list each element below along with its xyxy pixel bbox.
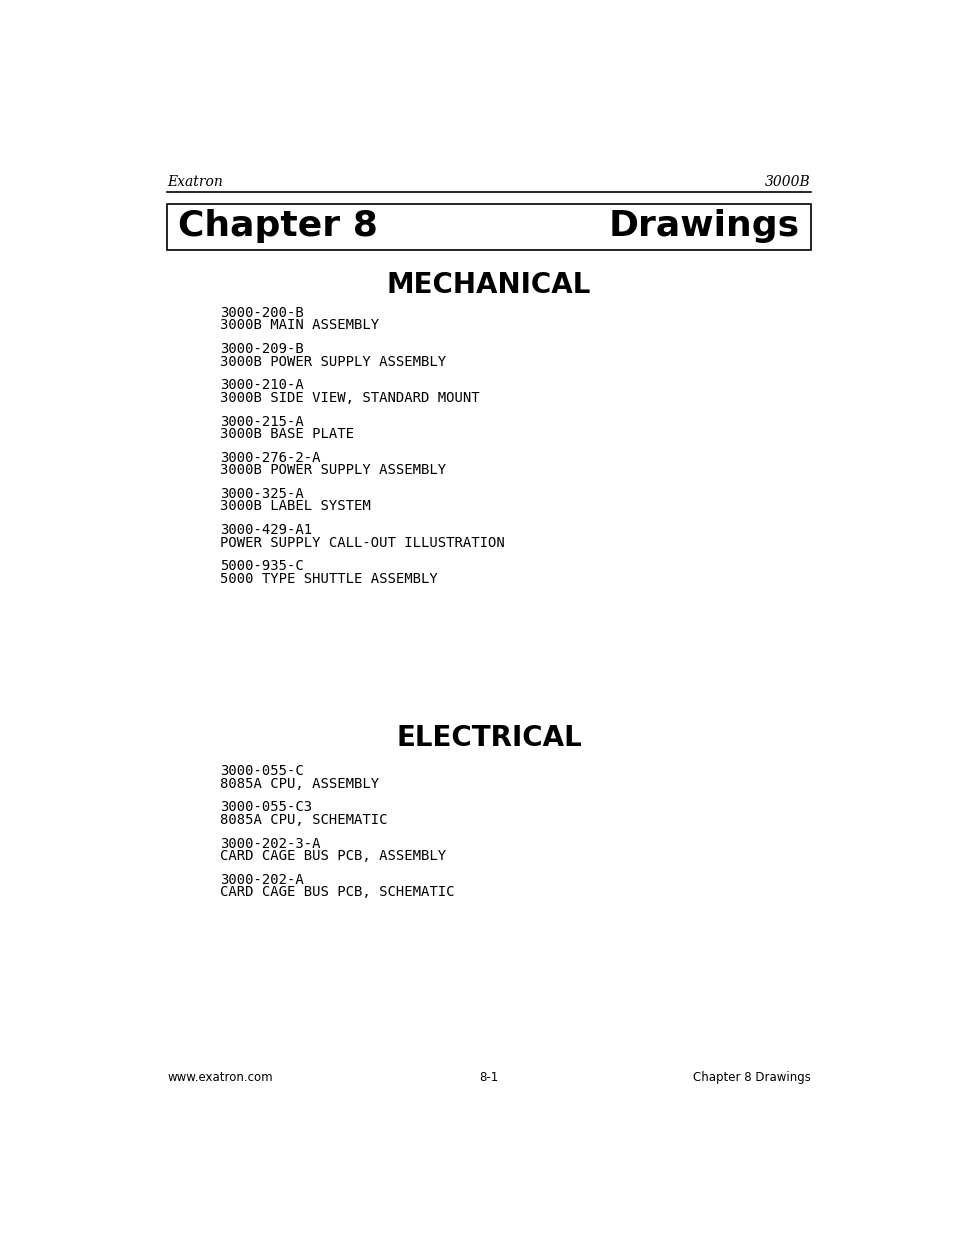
- Text: www.exatron.com: www.exatron.com: [167, 1071, 273, 1083]
- Text: 3000-202-A: 3000-202-A: [220, 873, 303, 887]
- Text: 3000B MAIN ASSEMBLY: 3000B MAIN ASSEMBLY: [220, 319, 378, 332]
- Bar: [167, 204, 810, 249]
- Text: 8085A CPU, SCHEMATIC: 8085A CPU, SCHEMATIC: [220, 813, 387, 826]
- Text: 3000B LABEL SYSTEM: 3000B LABEL SYSTEM: [220, 499, 371, 514]
- Text: ELECTRICAL: ELECTRICAL: [395, 724, 581, 752]
- Text: 3000B POWER SUPPLY ASSEMBLY: 3000B POWER SUPPLY ASSEMBLY: [220, 463, 446, 477]
- Text: 3000-202-3-A: 3000-202-3-A: [220, 836, 320, 851]
- Text: CARD CAGE BUS PCB, ASSEMBLY: CARD CAGE BUS PCB, ASSEMBLY: [220, 848, 446, 863]
- Text: Chapter 8 Drawings: Chapter 8 Drawings: [692, 1071, 810, 1083]
- Text: 3000B: 3000B: [764, 175, 810, 189]
- Text: Drawings: Drawings: [608, 209, 799, 243]
- Text: 5000 TYPE SHUTTLE ASSEMBLY: 5000 TYPE SHUTTLE ASSEMBLY: [220, 572, 437, 585]
- Text: 3000-200-B: 3000-200-B: [220, 306, 303, 320]
- Text: 3000-325-A: 3000-325-A: [220, 487, 303, 501]
- Text: 3000B SIDE VIEW, STANDARD MOUNT: 3000B SIDE VIEW, STANDARD MOUNT: [220, 390, 479, 405]
- Text: POWER SUPPLY CALL-OUT ILLUSTRATION: POWER SUPPLY CALL-OUT ILLUSTRATION: [220, 536, 504, 550]
- Text: 5000-935-C: 5000-935-C: [220, 559, 303, 573]
- Text: 3000B POWER SUPPLY ASSEMBLY: 3000B POWER SUPPLY ASSEMBLY: [220, 354, 446, 368]
- Text: MECHANICAL: MECHANICAL: [386, 272, 591, 299]
- Text: 3000-276-2-A: 3000-276-2-A: [220, 451, 320, 464]
- Text: 3000-055-C3: 3000-055-C3: [220, 800, 312, 814]
- Text: 3000-055-C: 3000-055-C: [220, 764, 303, 778]
- Text: Chapter 8: Chapter 8: [178, 209, 377, 243]
- Text: 3000B BASE PLATE: 3000B BASE PLATE: [220, 427, 354, 441]
- Text: 3000-210-A: 3000-210-A: [220, 378, 303, 393]
- Text: 8-1: 8-1: [478, 1071, 498, 1083]
- Text: 8085A CPU, ASSEMBLY: 8085A CPU, ASSEMBLY: [220, 777, 378, 790]
- Text: 3000-429-A1: 3000-429-A1: [220, 524, 312, 537]
- Text: Exatron: Exatron: [167, 175, 223, 189]
- Text: 3000-209-B: 3000-209-B: [220, 342, 303, 356]
- Text: CARD CAGE BUS PCB, SCHEMATIC: CARD CAGE BUS PCB, SCHEMATIC: [220, 885, 454, 899]
- Text: 3000-215-A: 3000-215-A: [220, 415, 303, 429]
